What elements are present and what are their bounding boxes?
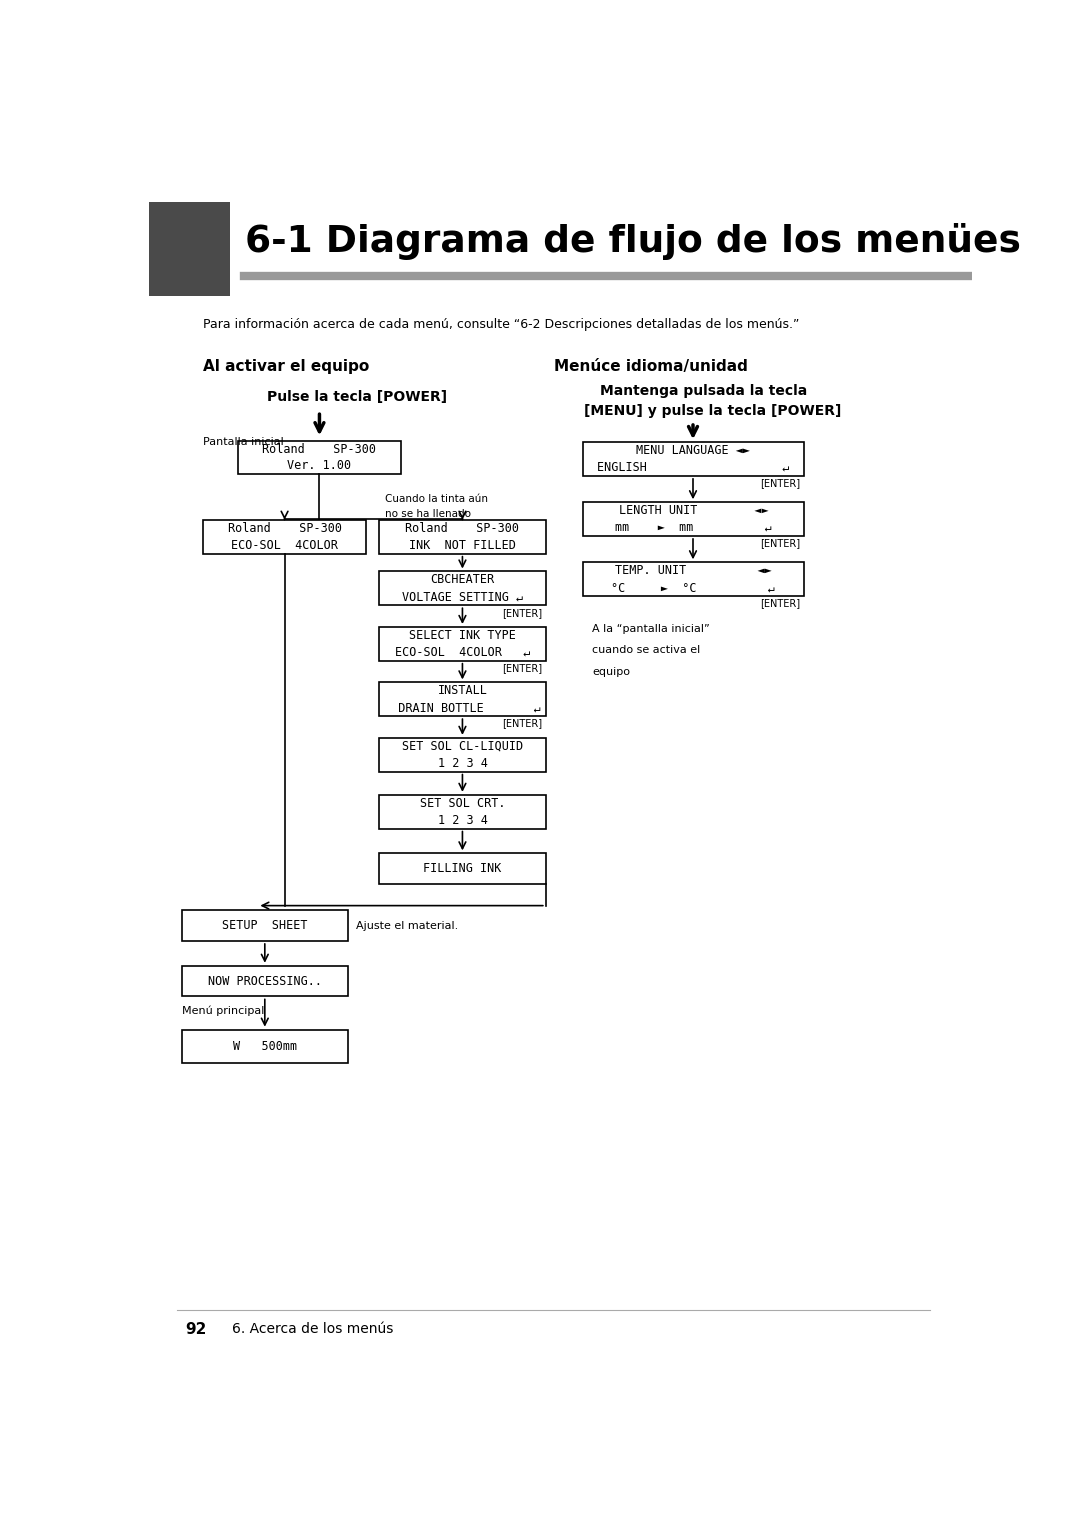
Text: Ajuste el material.: Ajuste el material.: [356, 921, 458, 931]
Text: Pulse la tecla [POWER]: Pulse la tecla [POWER]: [267, 391, 447, 405]
FancyBboxPatch shape: [379, 520, 545, 553]
FancyBboxPatch shape: [583, 562, 804, 596]
FancyBboxPatch shape: [238, 440, 401, 474]
Text: CBCHEATER: CBCHEATER: [430, 573, 495, 587]
Text: Mantenga pulsada la tecla: Mantenga pulsada la tecla: [600, 384, 807, 399]
Text: INK  NOT FILLED: INK NOT FILLED: [409, 539, 516, 552]
FancyBboxPatch shape: [181, 1030, 348, 1063]
FancyBboxPatch shape: [379, 795, 545, 828]
Text: [ENTER]: [ENTER]: [760, 538, 800, 549]
FancyBboxPatch shape: [379, 571, 545, 605]
Text: [ENTER]: [ENTER]: [502, 718, 542, 729]
Text: Cuando la tinta aún: Cuando la tinta aún: [384, 494, 487, 504]
Text: TEMP. UNIT          ◄►: TEMP. UNIT ◄►: [615, 564, 772, 578]
Text: no se ha llenado: no se ha llenado: [384, 509, 471, 520]
Text: Pantalla inicial: Pantalla inicial: [203, 437, 284, 448]
Text: cuando se activa el: cuando se activa el: [592, 645, 701, 656]
Text: [MENU] y pulse la tecla [POWER]: [MENU] y pulse la tecla [POWER]: [584, 403, 842, 417]
FancyBboxPatch shape: [379, 853, 545, 885]
Text: [ENTER]: [ENTER]: [760, 599, 800, 608]
Text: MENU LANGUAGE ◄►: MENU LANGUAGE ◄►: [636, 445, 751, 457]
FancyBboxPatch shape: [203, 520, 366, 553]
FancyBboxPatch shape: [379, 738, 545, 772]
Text: 6-1 Diagrama de flujo de los menües: 6-1 Diagrama de flujo de los menües: [245, 223, 1021, 260]
Text: Ver. 1.00: Ver. 1.00: [287, 460, 351, 472]
Text: Al activar el equipo: Al activar el equipo: [203, 359, 369, 374]
FancyBboxPatch shape: [181, 966, 348, 996]
FancyBboxPatch shape: [149, 202, 230, 296]
FancyBboxPatch shape: [379, 683, 545, 717]
FancyBboxPatch shape: [379, 626, 545, 660]
Text: [ENTER]: [ENTER]: [502, 663, 542, 672]
Text: NOW PROCESSING..: NOW PROCESSING..: [207, 975, 322, 987]
Text: 6. Acerca de los menús: 6. Acerca de los menús: [232, 1322, 393, 1335]
Text: SET SOL CL-LIQUID: SET SOL CL-LIQUID: [402, 740, 523, 753]
Text: Para información acerca de cada menú, consulte “6-2 Descripciones detalladas de : Para información acerca de cada menú, co…: [203, 318, 799, 330]
Text: ECO-SOL  4COLOR   ↵: ECO-SOL 4COLOR ↵: [395, 646, 530, 659]
Text: VOLTAGE SETTING ↵: VOLTAGE SETTING ↵: [402, 590, 523, 604]
Text: equipo: equipo: [592, 666, 631, 677]
FancyBboxPatch shape: [583, 503, 804, 536]
Text: °C     ►  °C          ↵: °C ► °C ↵: [611, 581, 775, 594]
Text: mm    ►  mm          ↵: mm ► mm ↵: [615, 521, 772, 535]
Text: SETUP  SHEET: SETUP SHEET: [222, 920, 308, 932]
Text: [ENTER]: [ENTER]: [502, 608, 542, 617]
Text: 1 2 3 4: 1 2 3 4: [437, 813, 487, 827]
Text: DRAIN BOTTLE       ↵: DRAIN BOTTLE ↵: [384, 701, 541, 714]
Text: Menúce idioma/unidad: Menúce idioma/unidad: [554, 359, 747, 374]
Text: ECO-SOL  4COLOR: ECO-SOL 4COLOR: [231, 539, 338, 552]
Text: Menú principal: Menú principal: [181, 1005, 264, 1016]
Text: A la “pantalla inicial”: A la “pantalla inicial”: [592, 623, 710, 634]
Text: Roland    SP-300: Roland SP-300: [405, 523, 519, 535]
FancyBboxPatch shape: [181, 911, 348, 941]
Text: [ENTER]: [ENTER]: [760, 478, 800, 489]
Text: SET SOL CRT.: SET SOL CRT.: [420, 796, 505, 810]
Text: LENGTH UNIT        ◄►: LENGTH UNIT ◄►: [619, 504, 768, 516]
Text: SELECT INK TYPE: SELECT INK TYPE: [409, 630, 516, 642]
Text: W   500mm: W 500mm: [233, 1041, 297, 1053]
FancyBboxPatch shape: [583, 442, 804, 475]
Text: 1 2 3 4: 1 2 3 4: [437, 756, 487, 770]
Text: Roland    SP-300: Roland SP-300: [228, 523, 341, 535]
Text: ENGLISH                   ↵: ENGLISH ↵: [597, 461, 789, 474]
Text: FILLING INK: FILLING INK: [423, 862, 501, 876]
Text: INSTALL: INSTALL: [437, 685, 487, 697]
Text: Roland    SP-300: Roland SP-300: [262, 443, 377, 455]
Text: 92: 92: [186, 1322, 206, 1337]
